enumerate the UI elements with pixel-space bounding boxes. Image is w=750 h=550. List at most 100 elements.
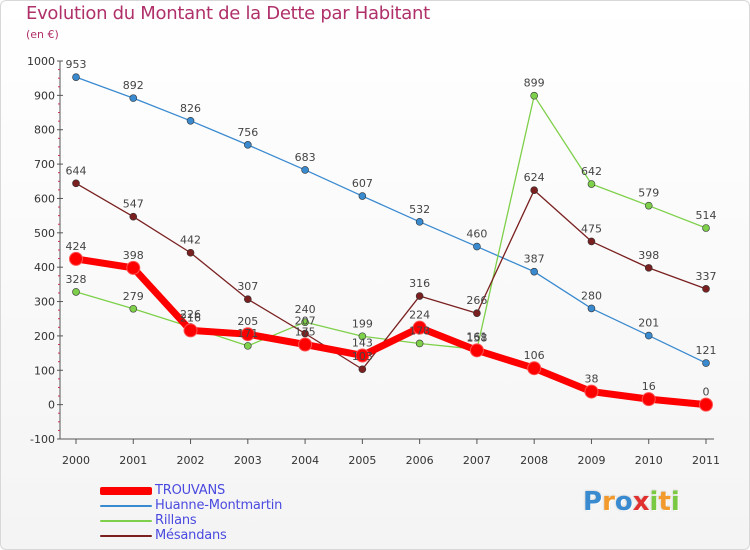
x-tick-label: 2008: [520, 454, 548, 467]
data-point: [469, 343, 484, 358]
data-label: 642: [581, 165, 602, 178]
data-point: [72, 73, 80, 81]
x-tick-label: 2001: [119, 454, 147, 467]
logo-letter: i: [670, 487, 680, 517]
data-point: [186, 116, 195, 125]
legend-item: Rillans: [100, 513, 360, 528]
data-label: 16: [642, 380, 656, 393]
y-tick-label: 400: [34, 261, 55, 274]
legend-item: TROUVANS: [100, 483, 360, 498]
data-label: 178: [409, 324, 430, 337]
data-label: 475: [581, 222, 602, 235]
data-point: [530, 186, 538, 195]
data-point: [244, 342, 252, 350]
data-label: 266: [466, 294, 487, 307]
series-line-huanne-montmartin: [75, 76, 707, 364]
data-point: [129, 94, 138, 102]
legend-label: TROUVANS: [155, 483, 226, 498]
data-point: [530, 267, 538, 276]
data-point: [301, 318, 309, 326]
x-tick-label: 2011: [692, 454, 720, 467]
data-point: [358, 365, 367, 374]
data-point: [699, 397, 713, 412]
y-tick-label: 0: [48, 399, 55, 412]
legend-swatch: [100, 520, 152, 522]
data-label: 216: [180, 311, 201, 324]
logo-letter: r: [602, 487, 615, 517]
data-label: 756: [237, 126, 258, 139]
data-point: [183, 323, 198, 338]
y-tick-label: 300: [34, 296, 55, 309]
data-point: [129, 212, 138, 221]
data-point: [702, 285, 710, 293]
series-line-m-sandans: [75, 182, 707, 370]
x-tick-label: 2003: [234, 454, 262, 467]
y-tick-label: 500: [34, 227, 55, 240]
data-label: 826: [180, 102, 201, 115]
data-point: [358, 332, 367, 341]
data-label: 201: [638, 317, 659, 330]
data-label: 899: [524, 77, 545, 90]
data-label: 38: [584, 373, 598, 386]
data-label: 158: [466, 331, 487, 344]
data-point: [298, 337, 313, 352]
data-label: 121: [696, 344, 717, 357]
y-tick-label: 700: [34, 158, 55, 171]
data-label: 0: [703, 386, 710, 399]
data-point: [72, 288, 80, 296]
legend-item: Mésandans: [100, 528, 360, 543]
y-tick-label: 100: [34, 364, 55, 377]
data-label: 460: [466, 228, 487, 241]
data-label: 398: [638, 249, 659, 262]
data-label: 224: [409, 309, 430, 322]
data-label: 205: [237, 315, 258, 328]
data-label: 953: [66, 58, 87, 71]
data-label: 103: [352, 350, 373, 363]
data-label: 240: [295, 303, 316, 316]
data-point: [702, 359, 710, 367]
x-tick-label: 2010: [635, 454, 663, 467]
data-label: 607: [352, 177, 373, 190]
data-point: [244, 295, 252, 303]
data-label: 207: [295, 315, 316, 328]
x-tick-label: 2006: [406, 454, 434, 467]
x-tick-label: 2009: [577, 454, 605, 467]
legend-label: Rillans: [155, 513, 197, 528]
data-label: 143: [352, 336, 373, 349]
logo-letter: x: [632, 487, 650, 517]
data-point: [358, 192, 367, 200]
logo-letter: t: [658, 487, 671, 517]
data-label: 387: [524, 253, 545, 266]
data-label: 337: [696, 270, 717, 283]
x-tick-label: 2002: [177, 454, 205, 467]
data-label: 579: [638, 187, 659, 200]
data-point: [702, 224, 710, 232]
data-point: [415, 292, 424, 300]
data-label: 199: [352, 317, 373, 330]
data-point: [644, 331, 653, 340]
data-label: 424: [66, 240, 87, 253]
data-point: [129, 304, 138, 313]
y-tick-label: -100: [30, 433, 55, 446]
data-label: 280: [581, 289, 602, 302]
data-point: [644, 201, 653, 210]
data-label: 279: [123, 290, 144, 303]
data-point: [530, 91, 538, 100]
data-point: [587, 180, 596, 188]
x-tick-label: 2000: [62, 454, 90, 467]
data-label: 624: [524, 171, 545, 184]
data-point: [584, 384, 599, 399]
data-label: 644: [66, 164, 87, 177]
data-label: 316: [409, 277, 430, 290]
data-label: 171: [237, 327, 258, 340]
legend-swatch: [100, 487, 152, 495]
data-point: [301, 329, 309, 338]
data-point: [641, 392, 656, 407]
legend-swatch: [100, 505, 152, 507]
x-tick-label: 2005: [348, 454, 376, 467]
data-label: 307: [237, 280, 258, 293]
data-point: [126, 260, 141, 275]
y-tick-label: 1000: [27, 55, 55, 68]
data-point: [415, 218, 424, 226]
